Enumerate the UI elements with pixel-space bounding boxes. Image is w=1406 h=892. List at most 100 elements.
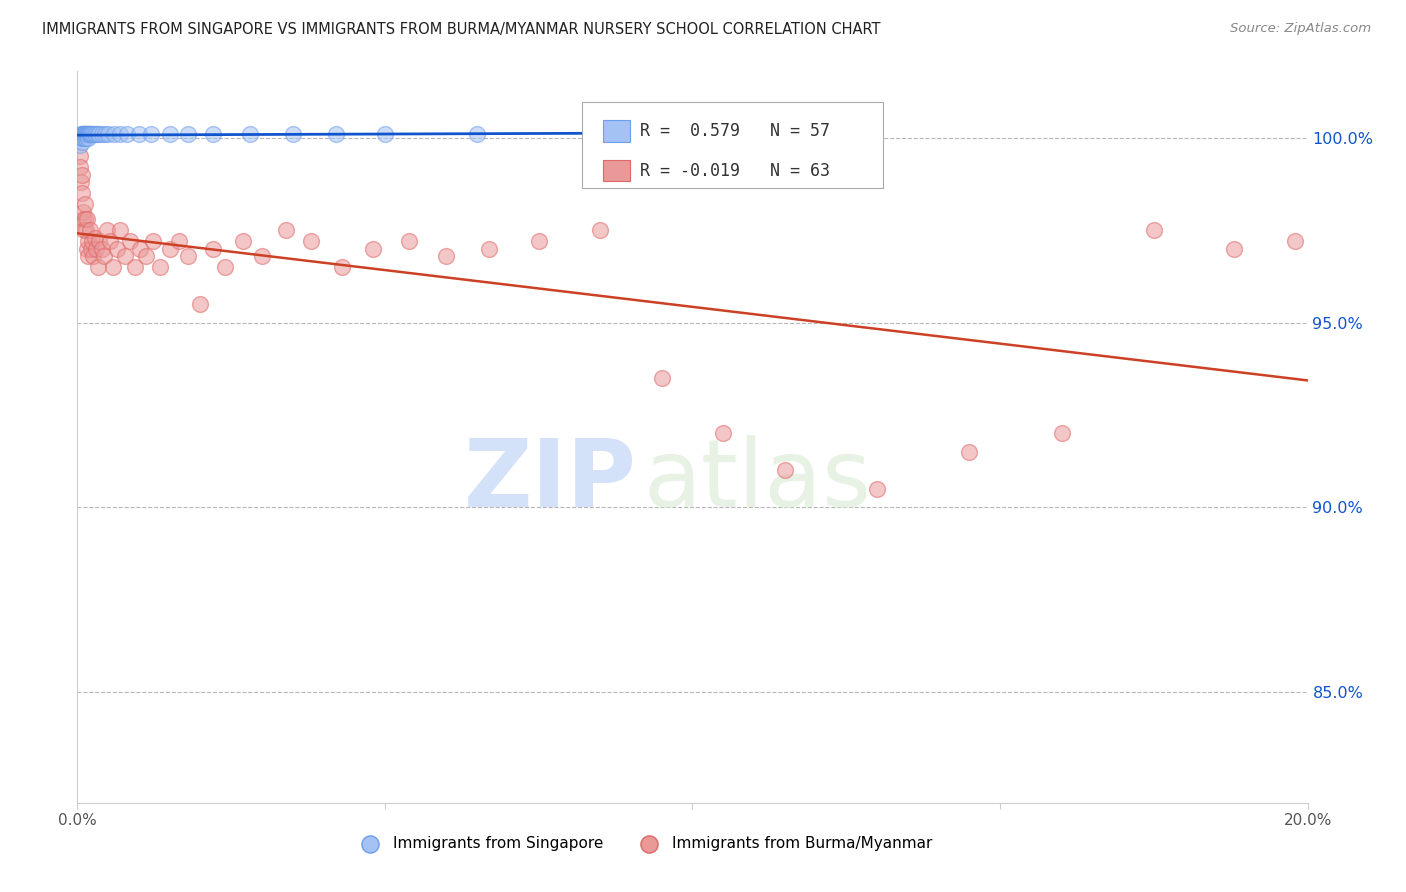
Point — [374, 127, 396, 141]
Point — [84, 242, 107, 256]
Point — [69, 138, 91, 153]
Point — [589, 223, 612, 237]
Point — [1284, 235, 1306, 249]
Point — [70, 127, 93, 141]
Point — [79, 223, 101, 237]
Point — [110, 127, 132, 141]
Point — [281, 127, 304, 141]
Point — [86, 260, 108, 274]
FancyBboxPatch shape — [603, 120, 630, 142]
Point — [465, 127, 488, 141]
Point — [118, 235, 141, 249]
Point — [72, 127, 94, 141]
Point — [80, 127, 103, 141]
Point — [79, 127, 101, 141]
Point — [72, 204, 94, 219]
Text: atlas: atlas — [644, 435, 872, 527]
Point — [299, 235, 322, 249]
Legend: Immigrants from Singapore, Immigrants from Burma/Myanmar: Immigrants from Singapore, Immigrants fr… — [349, 830, 938, 857]
Point — [250, 249, 273, 263]
Point — [79, 127, 101, 141]
Point — [75, 127, 97, 141]
Point — [82, 127, 104, 141]
Point — [141, 127, 163, 141]
Point — [398, 235, 420, 249]
Point — [75, 127, 97, 141]
Point — [73, 131, 96, 145]
Point — [105, 242, 128, 256]
Text: ZIP: ZIP — [464, 435, 637, 527]
Point — [70, 135, 93, 149]
Point — [76, 242, 98, 256]
Point — [1223, 242, 1246, 256]
Point — [527, 235, 550, 249]
Point — [73, 131, 96, 145]
Point — [76, 127, 98, 141]
Point — [75, 197, 97, 211]
Point — [72, 131, 94, 145]
Point — [70, 186, 93, 201]
Point — [82, 127, 104, 141]
Point — [149, 260, 172, 274]
Point — [77, 249, 100, 263]
Point — [75, 223, 97, 237]
Point — [188, 297, 212, 311]
Text: R =  0.579   N = 57: R = 0.579 N = 57 — [640, 122, 830, 140]
Text: R = -0.019   N = 63: R = -0.019 N = 63 — [640, 161, 830, 179]
Point — [83, 230, 105, 244]
Point — [93, 249, 115, 263]
Point — [77, 131, 100, 145]
Point — [70, 131, 93, 145]
Point — [1143, 223, 1166, 237]
Point — [214, 260, 236, 274]
Point — [98, 235, 121, 249]
Point — [94, 127, 117, 141]
Point — [73, 127, 96, 141]
FancyBboxPatch shape — [582, 102, 883, 188]
Point — [89, 127, 111, 141]
Point — [89, 235, 111, 249]
Point — [79, 127, 101, 141]
Point — [76, 235, 98, 249]
Point — [76, 127, 98, 141]
Point — [325, 127, 347, 141]
Point — [114, 249, 136, 263]
Point — [110, 223, 132, 237]
Point — [651, 371, 673, 385]
Point — [201, 242, 224, 256]
Point — [72, 212, 94, 227]
Point — [177, 127, 200, 141]
Point — [69, 131, 91, 145]
Point — [239, 127, 262, 141]
Point — [73, 212, 96, 227]
Point — [77, 127, 100, 141]
Point — [478, 242, 501, 256]
Point — [361, 242, 384, 256]
Point — [69, 149, 91, 163]
Point — [80, 127, 103, 141]
FancyBboxPatch shape — [603, 160, 630, 181]
Point — [177, 249, 200, 263]
Point — [124, 260, 146, 274]
Point — [86, 127, 108, 141]
Point — [115, 127, 138, 141]
Text: IMMIGRANTS FROM SINGAPORE VS IMMIGRANTS FROM BURMA/MYANMAR NURSERY SCHOOL CORREL: IMMIGRANTS FROM SINGAPORE VS IMMIGRANTS … — [42, 22, 880, 37]
Point — [276, 223, 298, 237]
Point — [957, 445, 980, 459]
Point — [73, 127, 96, 141]
Point — [201, 127, 224, 141]
Point — [103, 127, 125, 141]
Point — [82, 249, 104, 263]
Point — [589, 127, 612, 141]
Point — [73, 223, 96, 237]
Point — [436, 249, 458, 263]
Point — [70, 168, 93, 182]
Point — [70, 127, 93, 141]
Point — [75, 131, 97, 145]
Point — [77, 127, 100, 141]
Point — [69, 161, 91, 175]
Point — [330, 260, 353, 274]
Point — [76, 127, 98, 141]
Point — [167, 235, 190, 249]
Point — [232, 235, 254, 249]
